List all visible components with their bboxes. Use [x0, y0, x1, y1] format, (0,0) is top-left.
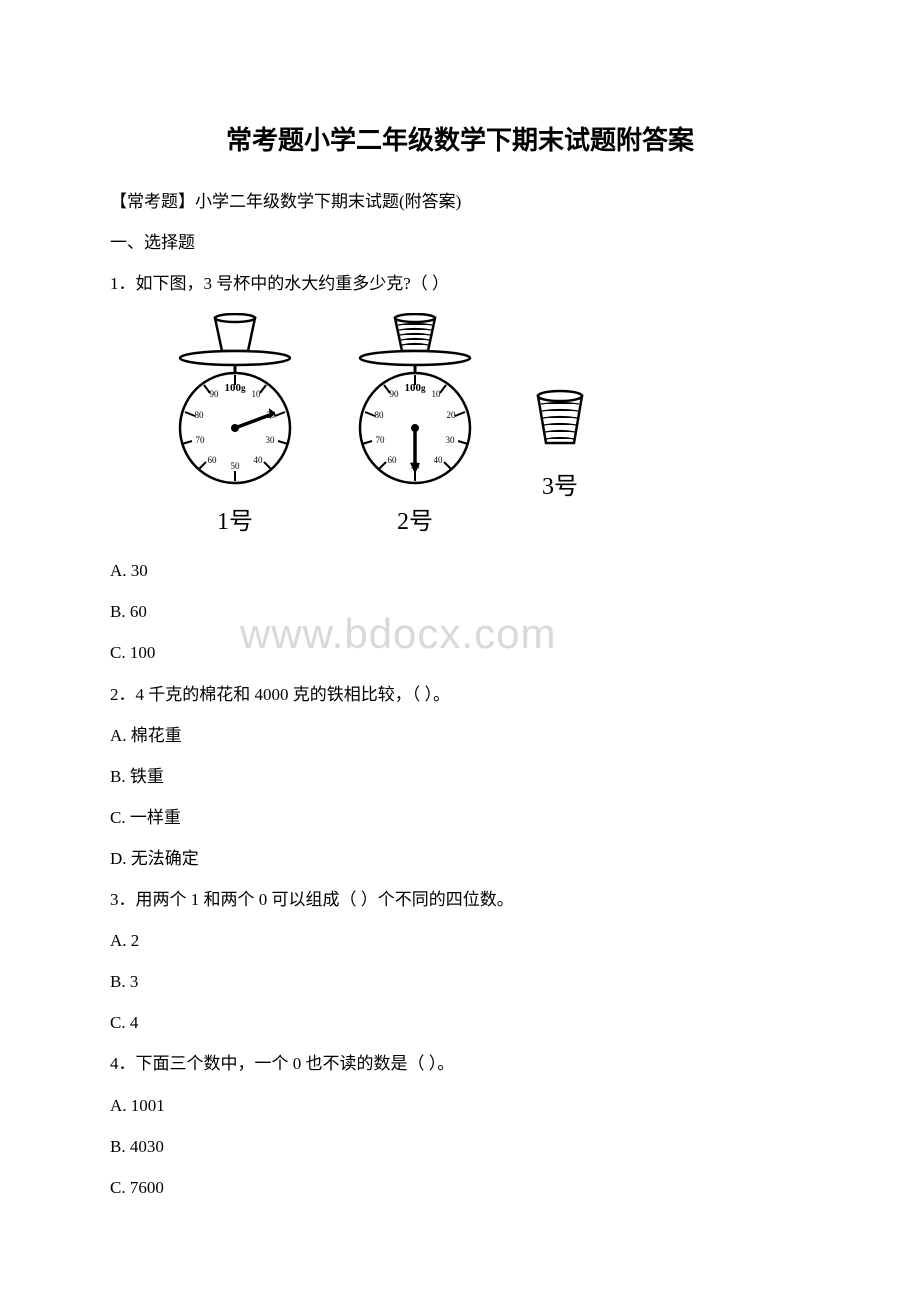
- q4-optB: B. 4030: [110, 1127, 810, 1166]
- scale-1-label: 1号: [217, 501, 253, 536]
- q2-optD: D. 无法确定: [110, 839, 810, 878]
- svg-text:90: 90: [210, 389, 220, 399]
- q1-optC: C. 100: [110, 633, 810, 672]
- scale-1: 100g 10 20 30 40 50 60 70 80 90 1号: [160, 313, 310, 536]
- q2-optA: A. 棉花重: [110, 716, 810, 755]
- cup-3-label: 3号: [542, 466, 578, 501]
- svg-text:40: 40: [254, 455, 264, 465]
- svg-text:30: 30: [266, 435, 276, 445]
- svg-text:10: 10: [432, 389, 442, 399]
- q4-stem: 4．下面三个数中，一个 0 也不读的数是（ ）。: [110, 1044, 810, 1083]
- svg-text:70: 70: [196, 435, 206, 445]
- svg-text:20: 20: [447, 410, 457, 420]
- svg-text:60: 60: [388, 455, 398, 465]
- svg-text:10: 10: [252, 389, 262, 399]
- q2-stem: 2．4 千克的棉花和 4000 克的铁相比较，（ ）。: [110, 675, 810, 714]
- svg-text:100g: 100g: [405, 382, 427, 394]
- document-body: 常考题小学二年级数学下期末试题附答案 【常考题】小学二年级数学下期末试题(附答案…: [110, 120, 810, 1207]
- q3-optC: C. 4: [110, 1003, 810, 1042]
- q4-optA: A. 1001: [110, 1086, 810, 1125]
- svg-text:40: 40: [434, 455, 444, 465]
- q4-optC: C. 7600: [110, 1168, 810, 1207]
- scale-2: 100g 10 20 30 40 50 60 70 80 90 2号: [340, 313, 490, 536]
- q1-optA: A. 30: [110, 551, 810, 590]
- q2-optB: B. 铁重: [110, 757, 810, 796]
- svg-text:70: 70: [376, 435, 386, 445]
- svg-text:80: 80: [195, 410, 205, 420]
- cup-3: 3号: [520, 388, 600, 501]
- scale-2-label: 2号: [397, 501, 433, 536]
- q1-stem: 1．如下图，3 号杯中的水大约重多少克?（ ）: [110, 264, 810, 303]
- q2-optC: C. 一样重: [110, 798, 810, 837]
- section-heading: 一、选择题: [110, 223, 810, 262]
- svg-text:80: 80: [375, 410, 385, 420]
- q1-optB: B. 60: [110, 592, 810, 631]
- subtitle: 【常考题】小学二年级数学下期末试题(附答案): [110, 182, 810, 221]
- q1-figure: 100g 10 20 30 40 50 60 70 80 90 1号: [160, 313, 810, 536]
- svg-text:100g: 100g: [225, 382, 247, 394]
- svg-text:30: 30: [446, 435, 456, 445]
- q3-stem: 3．用两个 1 和两个 0 可以组成（ ）个不同的四位数。: [110, 880, 810, 919]
- svg-text:60: 60: [208, 455, 218, 465]
- svg-text:90: 90: [390, 389, 400, 399]
- q3-optB: B. 3: [110, 962, 810, 1001]
- svg-text:50: 50: [231, 461, 241, 471]
- q3-optA: A. 2: [110, 921, 810, 960]
- page-title: 常考题小学二年级数学下期末试题附答案: [110, 120, 810, 157]
